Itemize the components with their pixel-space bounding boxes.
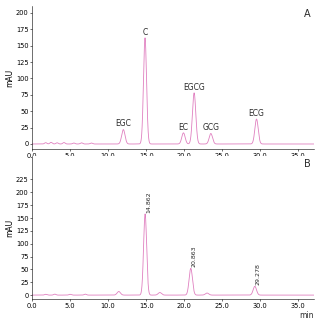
Text: GCG: GCG	[202, 123, 219, 132]
Text: C: C	[142, 28, 148, 36]
Text: min: min	[299, 311, 314, 320]
Text: A: A	[304, 9, 311, 19]
Text: 14.862: 14.862	[146, 191, 151, 213]
Text: EGCG: EGCG	[183, 83, 205, 92]
Text: ECG: ECG	[249, 109, 264, 118]
Text: EC: EC	[179, 123, 188, 132]
Text: min: min	[299, 158, 314, 167]
Y-axis label: mAU: mAU	[5, 219, 14, 237]
Text: 20.863: 20.863	[192, 246, 197, 267]
Y-axis label: mAU: mAU	[5, 69, 14, 87]
Text: B: B	[304, 159, 311, 169]
Text: EGC: EGC	[116, 119, 131, 128]
Text: 29.278: 29.278	[256, 263, 261, 285]
